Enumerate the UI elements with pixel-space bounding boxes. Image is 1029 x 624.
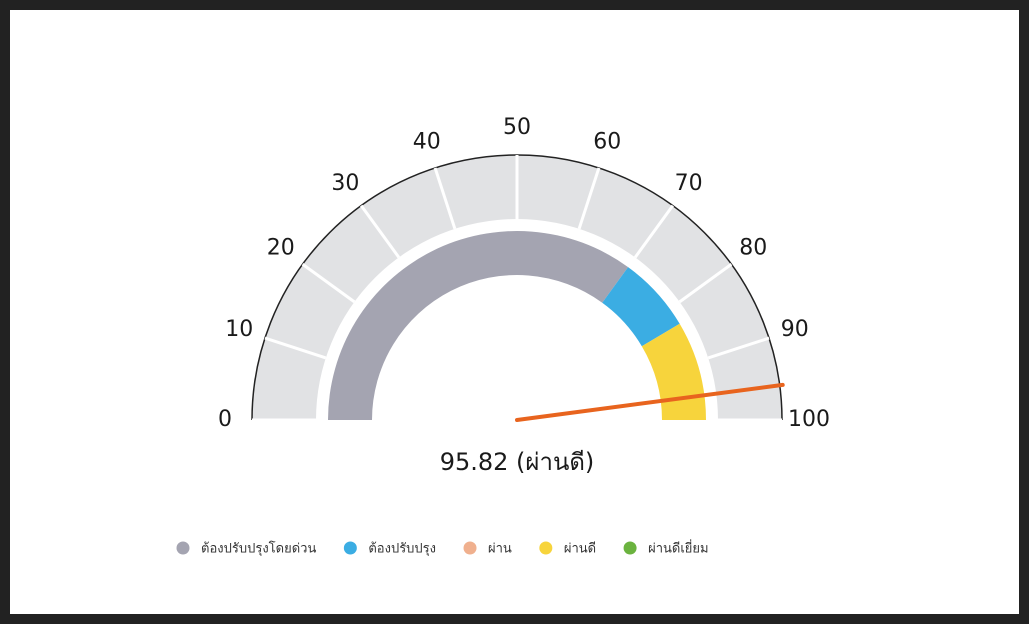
- tick-divider: [707, 336, 770, 360]
- legend-label: ผ่านดีเยี่ยม: [648, 540, 709, 557]
- tick-divider: [360, 204, 401, 259]
- legend-marker: [623, 541, 637, 555]
- tick-label: 80: [739, 235, 767, 260]
- gauge-band: [328, 231, 629, 420]
- tick-divider: [301, 263, 356, 304]
- tick-label: 0: [218, 407, 232, 432]
- tick-label: 70: [675, 171, 703, 196]
- tick-label: 60: [593, 129, 621, 154]
- gauge-band: [602, 267, 680, 347]
- legend-marker: [539, 541, 553, 555]
- tick-divider: [264, 336, 327, 360]
- gauge-value-label: 95.82 (ผ่านดี): [440, 448, 595, 476]
- legend-label: ต้องปรับปรุง: [368, 542, 436, 557]
- tick-divider: [678, 263, 733, 304]
- legend-marker: [176, 541, 190, 555]
- legend-marker: [463, 541, 477, 555]
- tick-label: 90: [781, 317, 809, 342]
- tick-label: 10: [225, 317, 253, 342]
- tick-divider: [633, 204, 674, 259]
- needle: [515, 382, 785, 422]
- legend-label: ผ่านดี: [564, 541, 596, 557]
- tick-divider: [577, 167, 601, 230]
- legend-marker: [343, 541, 357, 555]
- tick-divider: [433, 167, 457, 230]
- legend-label: ผ่าน: [488, 542, 512, 557]
- tick-label: 40: [413, 129, 441, 154]
- tick-label: 100: [788, 407, 830, 432]
- scale-ring: [252, 155, 782, 420]
- tick-label: 50: [503, 115, 531, 140]
- tick-label: 30: [331, 171, 359, 196]
- tick-label: 20: [267, 235, 295, 260]
- legend-label: ต้องปรับปรุงโดยด่วน: [201, 541, 316, 557]
